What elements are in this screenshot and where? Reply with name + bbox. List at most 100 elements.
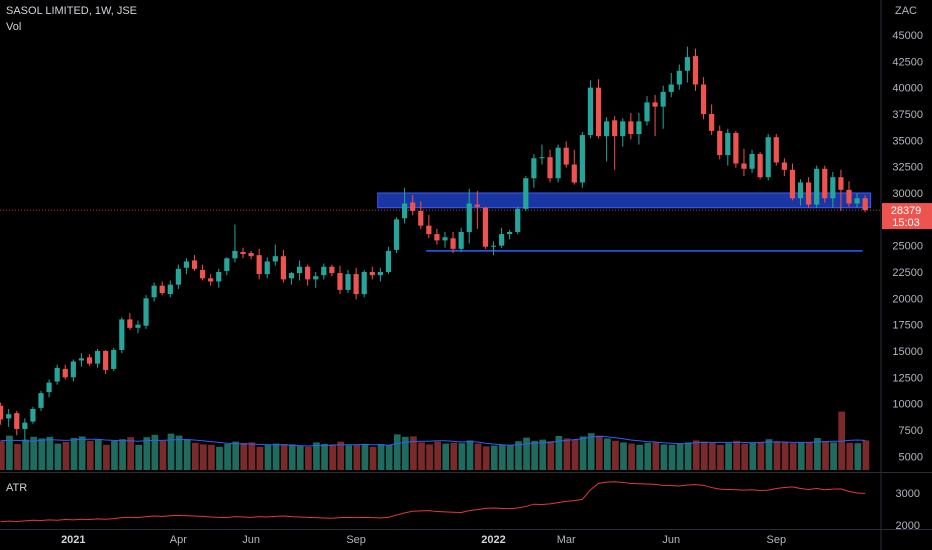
candle-body [103,350,109,370]
candle-body [846,189,852,204]
volume-bar [248,442,256,470]
volume-bar [402,436,409,470]
candle-body [466,203,472,232]
resistance-zone [377,192,872,209]
time-tick-label: 2021 [61,534,85,546]
candle-body [579,135,585,183]
volume-bar [313,442,320,470]
last-price-value: 28379 [891,205,922,217]
candle-body [620,121,626,137]
volume-bar [337,441,345,470]
candle-body [830,177,836,199]
volume-bar [175,435,183,470]
volume-bar [628,443,635,470]
time-tick-label: Sep [346,534,366,546]
candle-body [571,164,577,183]
volume-bar [280,444,288,470]
candle-body [410,202,416,211]
candle-body [280,256,286,280]
volume-bar [692,440,700,470]
candle-body [159,285,165,294]
candle-body [296,266,303,274]
price-tick-label: 20000 [892,293,923,305]
volume-bar [612,440,619,470]
candle-body [717,130,723,156]
candle-body [191,260,198,269]
candle-body [393,219,400,250]
volume-bar [418,442,425,470]
candle-body [838,177,844,190]
volume-bar [781,442,789,470]
volume-bar [741,443,749,470]
candle-body [418,210,424,226]
volume-bar [385,444,393,470]
volume-bar [797,442,805,470]
volume-bar [119,439,126,470]
volume-bar [22,439,29,470]
volume-bar [814,438,821,470]
candle-body [240,251,246,255]
candle-body [224,258,230,271]
candle-body [127,319,133,328]
volume-label: Vol [6,21,22,33]
candle-body [54,367,60,382]
volume-bar [757,442,765,470]
time-tick-label: Mar [557,534,576,546]
volume-bar [264,444,272,470]
volume-bar [288,444,296,470]
volume-bar [151,434,159,470]
candle-body [458,231,464,249]
volume-bar [789,443,797,470]
volume-bar [256,446,264,470]
volume-bar [531,440,538,470]
candle-body [757,154,763,178]
volume-bar [159,440,167,470]
atr-label: ATR [6,482,28,494]
volume-bar [709,442,716,470]
volume-bar [660,444,668,470]
candle-body [70,361,76,378]
volume-bar [442,443,450,470]
candle-body [587,87,594,136]
candle-body [426,225,432,235]
volume-bar [450,442,458,470]
volume-bar [208,444,215,470]
volume-ma-line [0,435,866,447]
volume-bar [830,442,837,470]
volume-bar [725,443,732,470]
volume-bar [862,440,870,470]
volume-bar [515,441,522,470]
candle-body [353,274,359,295]
price-tick-label: 32500 [892,162,923,174]
volume-bar [232,441,240,470]
candle-body [183,261,190,268]
candle-body [46,382,52,393]
volume-bar [111,440,118,470]
candle-body [797,182,804,199]
volume-bar [595,435,603,470]
volume-bar [854,443,862,470]
volume-bar [30,436,38,470]
volume-bar [46,436,54,470]
candle-body [0,405,4,420]
volume-bar [676,443,684,470]
volume-bar [393,434,401,470]
candle-body [321,266,327,276]
candle-body [86,357,93,364]
volume-bar [749,442,757,470]
time-tick-label: Apr [170,534,187,546]
candle-body [709,113,715,131]
candle-body [652,102,658,107]
candle-body [515,208,521,232]
candle-body [555,147,561,179]
volume-bar [733,440,740,470]
candle-body [563,147,569,165]
price-tick-label: 22500 [892,267,923,279]
volume-bar [240,442,248,470]
candle-body [62,368,68,378]
candle-body [595,87,602,137]
candle-body [232,250,238,259]
candle-body [208,278,214,282]
volume-bar [321,444,328,470]
